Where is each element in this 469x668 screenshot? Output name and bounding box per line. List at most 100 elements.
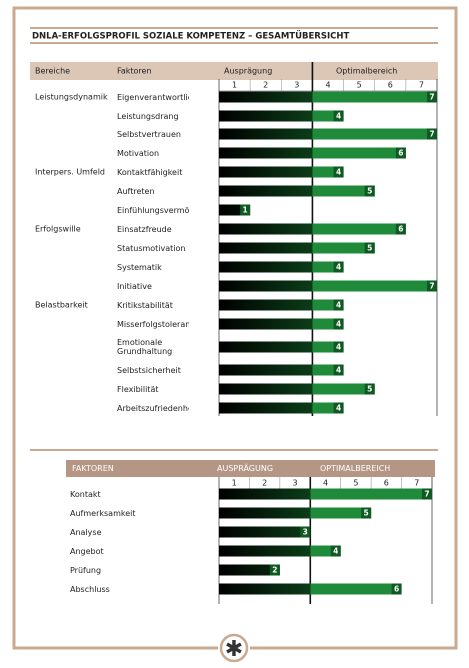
value-label: 5 <box>367 385 372 394</box>
badge-star: ✱ <box>225 637 243 662</box>
bar <box>219 488 432 500</box>
category-label-box: Kontakt <box>70 489 101 499</box>
value-label: 6 <box>398 149 403 158</box>
value-label: 7 <box>429 93 434 102</box>
value-badge <box>395 147 406 159</box>
category-label-box: Flexibilität <box>117 384 159 394</box>
value-badge <box>427 91 437 103</box>
bar <box>219 402 344 414</box>
value-label: 7 <box>429 130 434 139</box>
x-tick-label: 2 <box>263 81 268 90</box>
bar <box>219 261 344 273</box>
category-label-box: Selbstvertrauen <box>117 129 181 139</box>
value-label: 4 <box>336 168 341 177</box>
category-label: Analyse <box>70 527 102 537</box>
bar <box>219 91 437 103</box>
category-label: Initiative <box>117 281 152 291</box>
category-label: Aufmerksamkeit <box>70 508 136 518</box>
x-tick-label: 1 <box>232 81 237 90</box>
bar <box>219 341 344 353</box>
category-label-box: Selbstsicherheit <box>117 366 181 375</box>
column-header: Ausprägung <box>224 67 272 76</box>
bar <box>219 564 280 576</box>
x-tick-label: 3 <box>293 479 298 488</box>
value-badge <box>330 545 341 557</box>
category-label: Kontakt <box>70 489 101 499</box>
value-label: 7 <box>424 490 429 499</box>
category-label-box: Kontaktfähigkeit <box>117 168 182 177</box>
group-label: Leistungsdynamik <box>35 93 108 102</box>
value-badge <box>364 242 375 254</box>
x-tick-label: 4 <box>323 479 328 488</box>
bar <box>219 545 341 557</box>
category-label-box: Prüfung <box>70 565 102 575</box>
value-badge <box>427 128 437 140</box>
value-badge <box>361 507 372 519</box>
value-label: 4 <box>336 404 341 413</box>
column-header: OPTIMALBEREICH <box>320 464 390 473</box>
header-band <box>30 62 438 80</box>
value-badge <box>240 204 251 216</box>
bar <box>219 166 344 178</box>
category-label-box: Statusmotivation <box>117 244 186 253</box>
bar <box>219 364 344 376</box>
category-label: Einsatzfreude <box>117 224 172 234</box>
x-tick-label: 7 <box>414 479 419 488</box>
column-header: FAKTOREN <box>72 464 114 473</box>
bar <box>219 185 375 197</box>
value-label: 4 <box>333 547 338 556</box>
category-label-box: Kritikstabilität <box>117 300 173 310</box>
value-badge <box>333 402 344 414</box>
category-label-box: Eigenverantwortlichkeit <box>117 93 189 102</box>
bar <box>219 204 251 216</box>
column-header: Optimalbereich <box>336 67 397 76</box>
column-header: AUSPRÄGUNG <box>217 463 273 473</box>
bar <box>219 383 375 395</box>
group-label: Erfolgswille <box>35 225 81 234</box>
value-label: 1 <box>243 206 248 215</box>
value-label: 6 <box>394 585 399 594</box>
value-label: 4 <box>336 263 341 272</box>
badge <box>219 633 249 663</box>
category-label: Flexibilität <box>117 384 159 394</box>
category-label: Selbstvertrauen <box>117 129 181 139</box>
category-label: Misserfolgstoleranz <box>117 319 189 329</box>
value-badge <box>333 318 344 330</box>
x-tick-label: 1 <box>232 479 237 488</box>
bar <box>219 318 344 330</box>
value-label: 4 <box>336 343 341 352</box>
bar <box>219 526 311 538</box>
category-label: Prüfung <box>70 565 102 575</box>
value-label: 5 <box>367 187 372 196</box>
x-tick-label: 5 <box>353 479 358 488</box>
bar <box>219 583 402 595</box>
value-badge <box>395 223 406 235</box>
bar <box>219 280 437 292</box>
chart-title: DNLA-ERFOLGSPROFIL SOZIALE KOMPETENZ – G… <box>32 31 349 42</box>
value-label: 4 <box>336 366 341 375</box>
category-label-box: Auftreten <box>117 186 155 196</box>
x-tick-label: 3 <box>294 81 299 90</box>
category-label-box: Aufmerksamkeit <box>70 508 136 518</box>
category-label-box: Emotionale Grundhaltung <box>117 338 172 356</box>
category-label: Kritikstabilität <box>117 300 173 310</box>
value-badge <box>422 488 432 500</box>
value-label: 4 <box>336 320 341 329</box>
value-label: 3 <box>303 528 308 537</box>
value-badge <box>333 341 344 353</box>
category-label: Auftreten <box>117 186 155 196</box>
value-badge <box>333 364 344 376</box>
category-label-box: Leistungsdrang <box>117 111 179 121</box>
bar <box>219 223 406 235</box>
value-badge <box>364 185 375 197</box>
group-label: Belastbarkeit <box>35 301 88 310</box>
category-label-box: Abschluss <box>70 585 110 594</box>
category-label: Leistungsdrang <box>117 111 179 121</box>
x-tick-label: 6 <box>384 479 389 488</box>
group-label: Interpers. Umfeld <box>35 168 105 177</box>
column-header: Faktoren <box>117 67 152 76</box>
category-label-box: Arbeitszufriedenheit <box>117 404 189 413</box>
value-badge <box>333 110 344 122</box>
bar <box>219 299 344 311</box>
